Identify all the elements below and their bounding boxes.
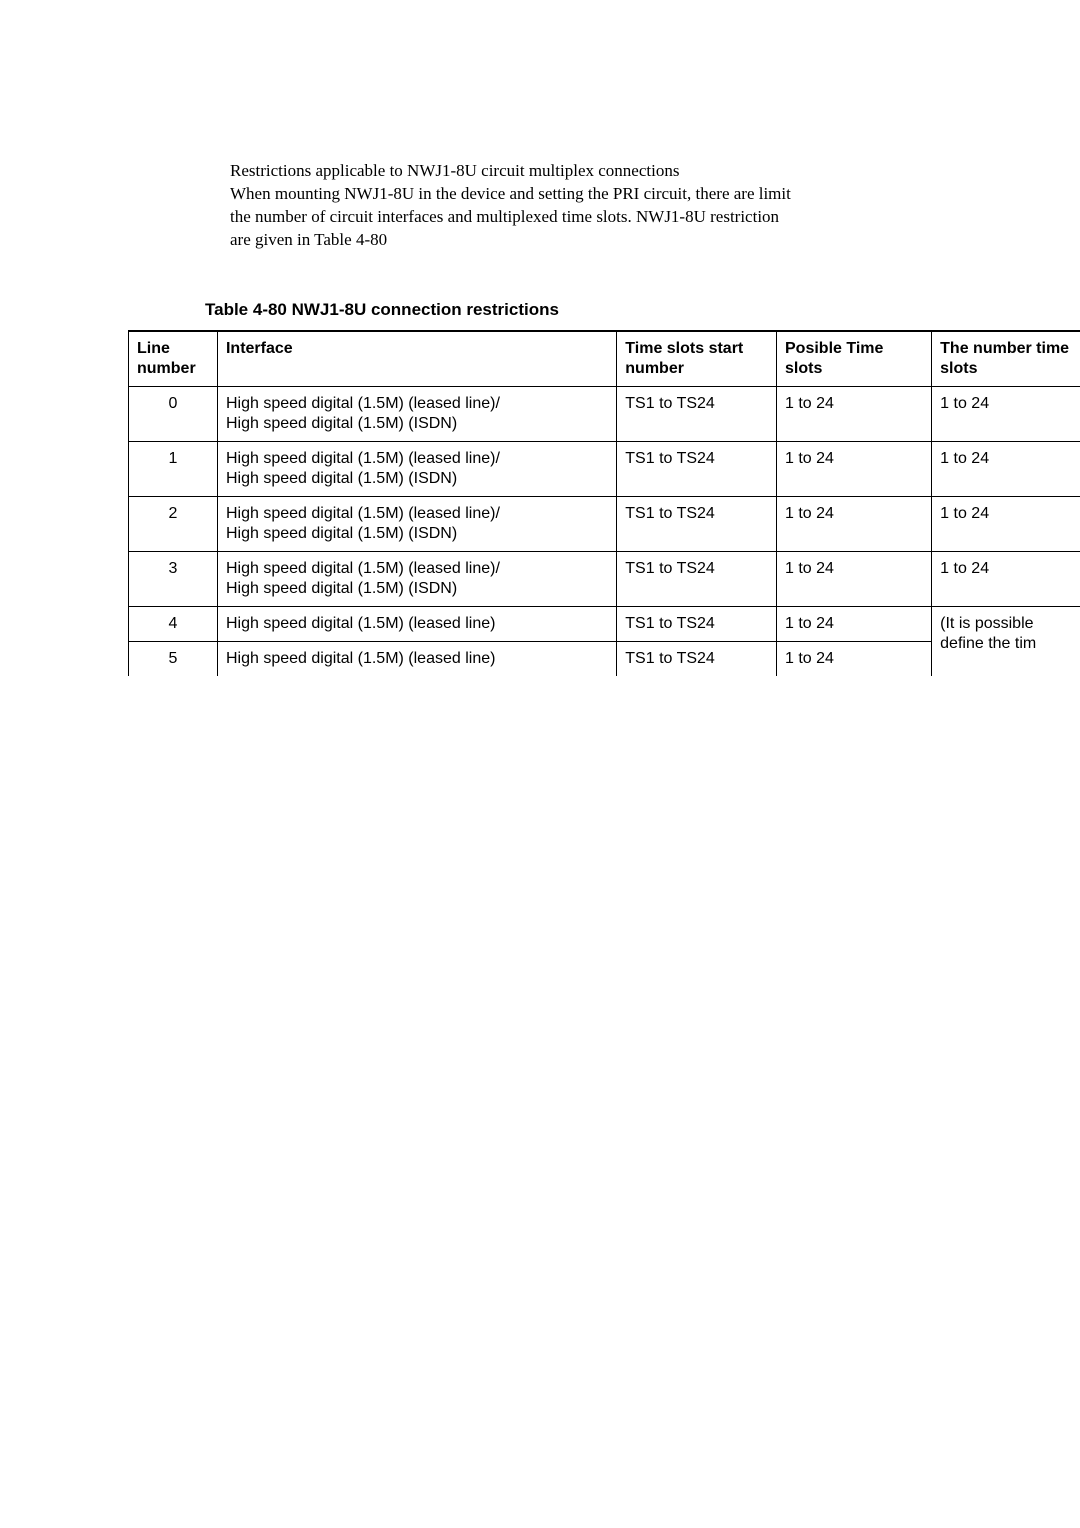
intro-paragraph: Restrictions applicable to NWJ1-8U circu…	[230, 160, 1040, 252]
cell-pts: 1 to 24	[777, 386, 932, 441]
cell-nts: 1 to 24	[932, 496, 1080, 551]
cell-pts: 1 to 24	[777, 496, 932, 551]
cell-tss: TS1 to TS24	[617, 641, 777, 676]
cell-tss: TS1 to TS24	[617, 386, 777, 441]
header-line-number: Line number	[129, 331, 218, 387]
header-time-slots-start: Time slots start number	[617, 331, 777, 387]
table-row: 1 High speed digital (1.5M) (leased line…	[129, 441, 1080, 496]
header-interface: Interface	[217, 331, 616, 387]
intro-line-3: the number of circuit interfaces and mul…	[230, 206, 1040, 229]
cell-tss: TS1 to TS24	[617, 496, 777, 551]
cell-tss: TS1 to TS24	[617, 441, 777, 496]
intro-line-4: are given in Table 4-80	[230, 229, 1040, 252]
header-posible-time: Posible Time slots	[777, 331, 932, 387]
cell-nts-merged: (It is possible define the tim	[932, 606, 1080, 676]
cell-pts: 1 to 24	[777, 606, 932, 641]
header-number-time: The number time slots	[932, 331, 1080, 387]
table-header-row: Line number Interface Time slots start n…	[129, 331, 1080, 387]
cell-nts: 1 to 24	[932, 441, 1080, 496]
cell-interface: High speed digital (1.5M) (leased line)/…	[217, 551, 616, 606]
cell-interface: High speed digital (1.5M) (leased line)/…	[217, 496, 616, 551]
cell-line: 0	[129, 386, 218, 441]
cell-interface: High speed digital (1.5M) (leased line)	[217, 641, 616, 676]
cell-pts: 1 to 24	[777, 551, 932, 606]
cell-interface: High speed digital (1.5M) (leased line)/…	[217, 441, 616, 496]
cell-interface: High speed digital (1.5M) (leased line)/…	[217, 386, 616, 441]
cell-interface: High speed digital (1.5M) (leased line)	[217, 606, 616, 641]
restrictions-table: Line number Interface Time slots start n…	[128, 330, 1080, 676]
cell-nts: 1 to 24	[932, 386, 1080, 441]
cell-line: 4	[129, 606, 218, 641]
cell-line: 2	[129, 496, 218, 551]
table-row: 3 High speed digital (1.5M) (leased line…	[129, 551, 1080, 606]
table-row: 2 High speed digital (1.5M) (leased line…	[129, 496, 1080, 551]
intro-line-2: When mounting NWJ1-8U in the device and …	[230, 183, 1040, 206]
cell-pts: 1 to 24	[777, 441, 932, 496]
intro-line-1: Restrictions applicable to NWJ1-8U circu…	[230, 160, 1040, 183]
cell-tss: TS1 to TS24	[617, 551, 777, 606]
cell-tss: TS1 to TS24	[617, 606, 777, 641]
table-row: 4 High speed digital (1.5M) (leased line…	[129, 606, 1080, 641]
cell-line: 3	[129, 551, 218, 606]
cell-pts: 1 to 24	[777, 641, 932, 676]
cell-line: 5	[129, 641, 218, 676]
cell-nts: 1 to 24	[932, 551, 1080, 606]
table-wrapper: Line number Interface Time slots start n…	[128, 330, 1080, 676]
table-caption: Table 4-80 NWJ1-8U connection restrictio…	[205, 300, 1080, 320]
table-row: 0 High speed digital (1.5M) (leased line…	[129, 386, 1080, 441]
cell-line: 1	[129, 441, 218, 496]
